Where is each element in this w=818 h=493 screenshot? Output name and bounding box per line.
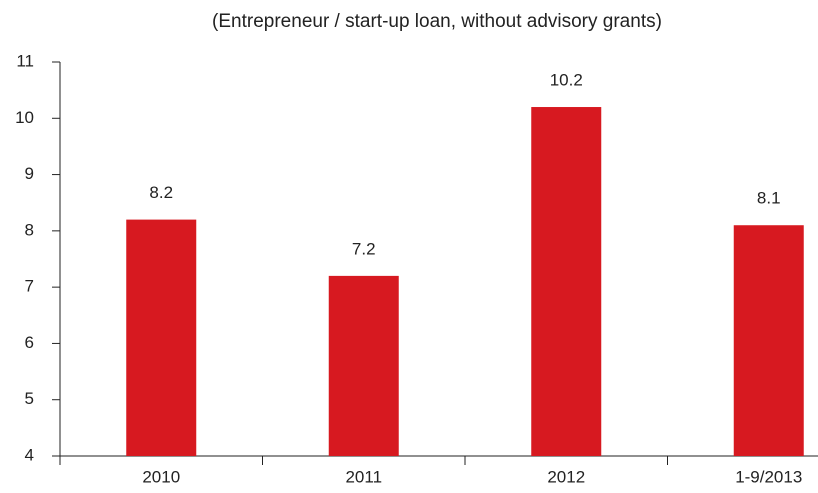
x-tick-label: 2011 — [345, 467, 382, 486]
data-label: 7.2 — [352, 239, 376, 258]
y-tick-label: 10 — [15, 108, 34, 127]
y-tick-label: 11 — [16, 51, 34, 70]
bar — [328, 275, 399, 456]
x-tick-label: 1-9/2013 — [735, 467, 802, 486]
bar — [733, 225, 804, 456]
y-tick-label: 6 — [25, 333, 34, 352]
y-tick-label: 5 — [25, 389, 34, 408]
chart-title: (Entrepreneur / start-up loan, without a… — [212, 11, 662, 32]
data-label: 10.2 — [550, 71, 583, 90]
data-label: 8.1 — [757, 189, 781, 208]
bar — [126, 219, 197, 456]
x-tick-label: 2010 — [142, 467, 180, 486]
data-label: 8.2 — [149, 183, 173, 202]
bar — [531, 107, 602, 457]
y-tick-label: 7 — [25, 277, 34, 296]
x-tick-label: 2012 — [547, 467, 585, 486]
y-tick-label: 4 — [25, 445, 34, 464]
y-tick-label: 8 — [25, 220, 34, 239]
y-tick-label: 9 — [25, 164, 34, 183]
